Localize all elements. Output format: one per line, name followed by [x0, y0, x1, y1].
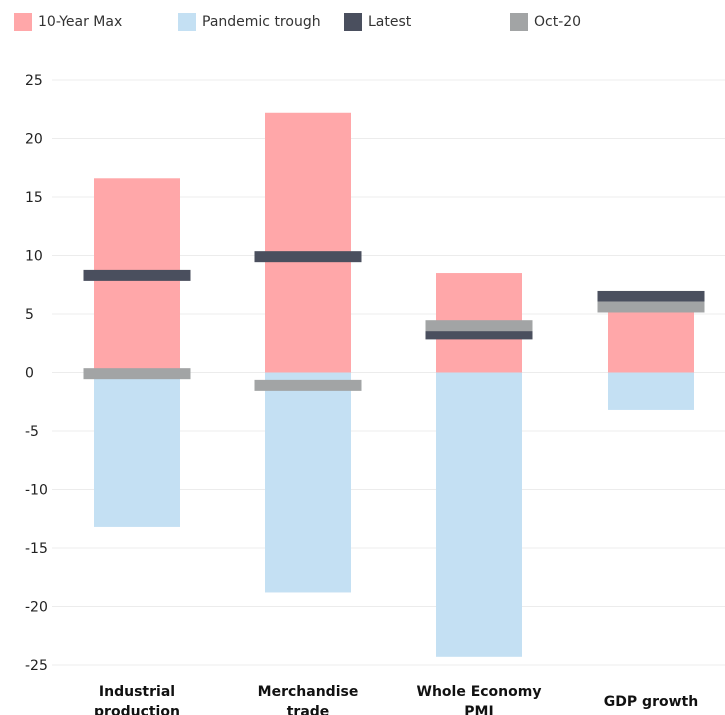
y-tick-label: 25 [25, 73, 43, 89]
legend-swatch-latest [344, 13, 362, 31]
legend-item-pandemic-trough[interactable]: Pandemic trough [178, 10, 321, 34]
x-category-label: Whole Economy [417, 684, 542, 700]
bar-pandemic-trough [436, 372, 522, 657]
legend-item-latest[interactable]: Latest [344, 10, 411, 34]
legend-item-oct-20[interactable]: Oct-20 [510, 10, 581, 34]
x-category-label: GDP growth [604, 694, 698, 710]
marker-oct-20 [597, 301, 705, 313]
y-tick-label: 0 [25, 366, 34, 382]
x-category-label: Industrial [99, 684, 175, 700]
y-tick-label: -5 [25, 424, 39, 440]
y-tick-label: 20 [25, 132, 43, 148]
bar-pandemic-trough [608, 372, 694, 410]
chart-legend: 10-Year Max Pandemic trough Latest Oct-2… [0, 10, 725, 34]
marker-latest [254, 251, 362, 263]
legend-swatch-pandemic-trough [178, 13, 196, 31]
legend-label-pandemic-trough: Pandemic trough [202, 14, 321, 30]
y-axis-ticks: 25 20 15 10 5 0 -5 -10 -15 -20 -25 [25, 73, 48, 674]
bar-pandemic-trough [265, 372, 351, 593]
marker-oct-20 [83, 368, 191, 380]
marker-latest [83, 269, 191, 281]
x-category-label: production [94, 704, 180, 715]
bar-pandemic-trough [94, 372, 180, 527]
legend-label-10-year-max: 10-Year Max [38, 14, 123, 30]
bar-10-year-max [265, 112, 351, 373]
x-axis-categories: Industrial production Merchandise trade Whol… [94, 684, 698, 715]
legend-swatch-oct-20 [510, 13, 528, 31]
value-markers [83, 251, 705, 391]
legend-label-oct-20: Oct-20 [534, 14, 582, 30]
y-tick-label: -25 [25, 658, 48, 674]
legend-swatch-10-year-max [14, 13, 32, 31]
y-tick-label: -15 [25, 541, 48, 557]
y-tick-label: 15 [25, 190, 43, 206]
marker-latest [597, 290, 705, 302]
marker-oct-20 [254, 379, 362, 391]
legend-label-latest: Latest [368, 14, 412, 30]
bar-10-year-max [608, 306, 694, 373]
range-bars [94, 112, 694, 657]
x-category-label: PMI [464, 704, 493, 715]
y-tick-label: 10 [25, 249, 43, 265]
y-tick-label: 5 [25, 307, 34, 323]
marker-oct-20 [425, 320, 533, 332]
x-category-label: Merchandise [258, 684, 359, 700]
marker-latest [425, 328, 533, 340]
x-category-label: trade [287, 704, 330, 715]
y-tick-label: -10 [25, 483, 48, 499]
y-tick-label: -20 [25, 600, 48, 616]
legend-item-10-year-max[interactable]: 10-Year Max [14, 10, 122, 34]
